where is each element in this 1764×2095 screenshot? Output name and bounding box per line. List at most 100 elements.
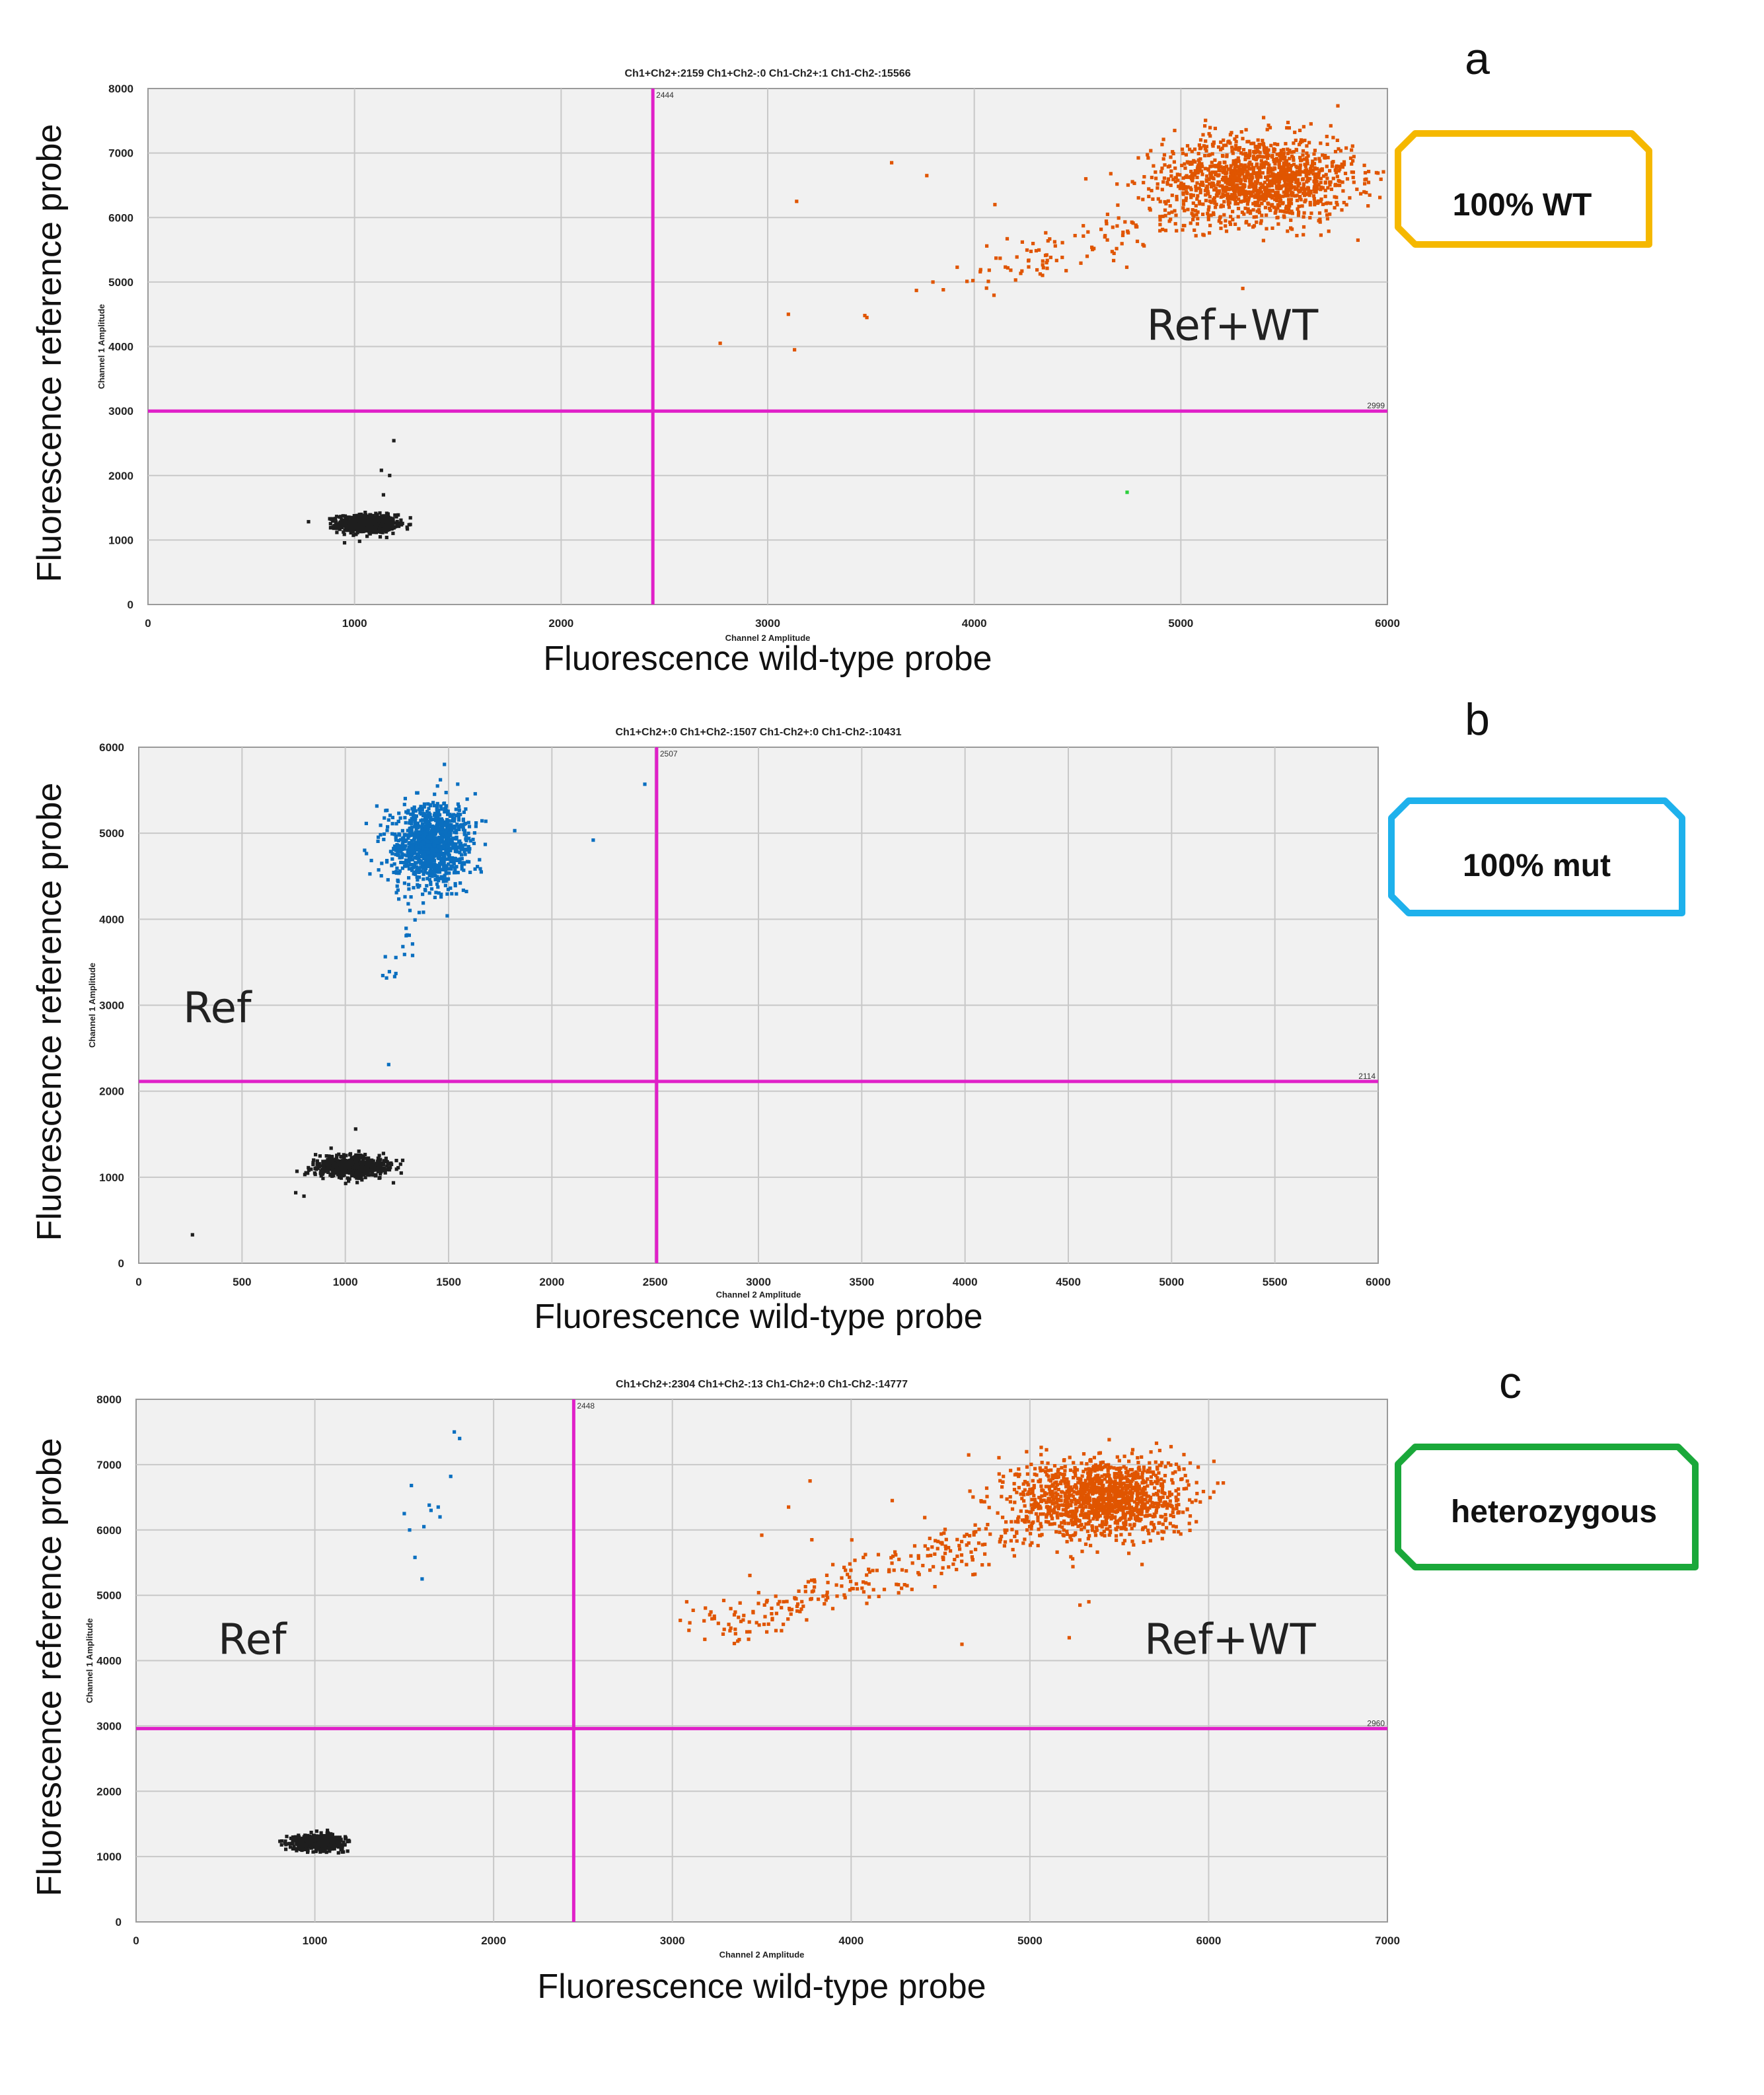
- droplet-ch1-ch2-: [395, 884, 399, 888]
- droplet-ch1-ch2-: [1217, 219, 1221, 223]
- droplet-ch1-ch2-: [1274, 209, 1278, 213]
- droplet-double-negative: [386, 1162, 390, 1166]
- droplet-double-negative: [348, 520, 351, 524]
- droplet-ch1-ch2-: [456, 846, 460, 850]
- droplet-ch1-ch2-: [1277, 186, 1281, 190]
- droplet-ch1-ch2-: [1233, 222, 1237, 226]
- droplet-double-negative: [342, 519, 346, 523]
- droplet-ch1-ch2-: [1161, 214, 1165, 219]
- x-tick-label: 2000: [548, 617, 573, 630]
- x-tick-label: 0: [133, 1934, 139, 1947]
- droplet-ch1-ch2-: [413, 832, 417, 836]
- droplet-ch1-ch2-: [436, 856, 440, 860]
- droplet-ch1-ch2-: [1259, 221, 1263, 225]
- droplet-double-negative: [363, 1175, 367, 1179]
- droplet-ch1-ch2-: [1231, 186, 1235, 190]
- droplet-ch1-ch2-: [1251, 184, 1255, 188]
- y-tick-label: 4000: [96, 1655, 122, 1668]
- droplet-ch1-ch2-: [1243, 177, 1247, 182]
- droplet-ch1-ch2-: [394, 891, 398, 895]
- droplet-ch1-ch2-: [1368, 193, 1372, 197]
- droplet-ch1-ch2-: [1004, 1520, 1008, 1524]
- droplet-ch1-ch2-: [452, 813, 456, 817]
- droplet-ch1-ch2-: [1175, 194, 1179, 199]
- droplet-ch1-ch2-: [449, 831, 453, 835]
- droplet-double-negative: [334, 1165, 338, 1169]
- droplet-double-negative: [315, 1163, 319, 1167]
- droplet-ch1-ch2-: [1247, 162, 1251, 166]
- droplet-ch1-ch2-: [1217, 168, 1221, 172]
- droplet-ch1-ch2-: [1225, 153, 1229, 157]
- droplet-ch1-ch2-: [1351, 170, 1355, 174]
- droplet-double-negative: [352, 514, 356, 518]
- droplet-ch1-ch2-: [1263, 151, 1268, 155]
- droplet-ch1-ch2-: [1330, 165, 1335, 168]
- droplet-ch1-ch2-: [395, 866, 399, 870]
- droplet-ch1-ch2-: [1090, 245, 1094, 249]
- droplet-double-negative: [340, 1155, 344, 1159]
- droplet-ch1-ch2-: [1104, 219, 1109, 223]
- droplet-ch1-ch2-: [1159, 170, 1163, 174]
- droplet-ch1-ch2-: [1244, 128, 1248, 131]
- droplet-ch1-ch2-: [398, 838, 402, 842]
- droplet-double-negative: [340, 525, 344, 530]
- droplet-ch1-ch2-: [429, 852, 433, 856]
- droplet-ch1-ch2-: [1203, 166, 1207, 170]
- droplet-ch1-ch2-: [439, 852, 443, 856]
- droplet-ch1-ch2-: [410, 942, 414, 946]
- droplet-double-negative: [190, 1233, 194, 1237]
- droplet-ch1-ch2-: [377, 835, 381, 839]
- droplet-ch1-ch2-: [1260, 213, 1264, 217]
- droplet-ch1-ch2-: [369, 858, 373, 863]
- droplet-ch1-ch2-: [408, 841, 412, 845]
- droplet-double-negative: [344, 1159, 348, 1163]
- droplet-double-negative: [295, 1836, 299, 1840]
- droplet-ch1-ch2-: [457, 812, 460, 816]
- droplet-ch1-ch2-: [1273, 198, 1277, 202]
- droplet-double-negative: [367, 529, 372, 533]
- droplet-ch1-ch2-: [1288, 188, 1292, 192]
- droplet-double-negative: [351, 519, 355, 523]
- droplet-ch1-ch2-: [1270, 184, 1274, 188]
- droplet-ch1-ch2-: [427, 878, 431, 882]
- droplet-ch1-ch2-: [1217, 189, 1221, 193]
- droplet-double-negative: [340, 1847, 344, 1851]
- droplet-ch1-ch2-: [1335, 200, 1339, 205]
- droplet-ch1-ch2-: [394, 955, 398, 959]
- droplet-ch1-ch2-: [1135, 1514, 1139, 1518]
- droplet-double-negative: [365, 1156, 369, 1160]
- droplet-ch1-ch2-: [1312, 185, 1317, 189]
- droplet-ch1-ch2-: [1260, 165, 1265, 169]
- droplet-ch1-ch2-: [1254, 193, 1258, 197]
- droplet-ch1-ch2-: [1256, 176, 1260, 180]
- droplet-ch1-ch2-: [447, 819, 451, 823]
- droplet-ch1-ch2-: [1231, 177, 1235, 182]
- droplet-double-negative: [351, 1163, 355, 1167]
- y-tick-label: 8000: [96, 1393, 122, 1406]
- droplet-ch1-ch2-: [441, 879, 445, 883]
- droplet-ch1-ch2-: [1206, 192, 1210, 196]
- droplet-ch1-ch2-: [1261, 183, 1265, 187]
- droplet-ch1-ch2-: [1309, 190, 1313, 194]
- droplet-double-negative: [353, 1160, 357, 1164]
- droplet-ch1-ch2-: [1319, 197, 1323, 202]
- droplet-double-negative: [347, 1163, 351, 1167]
- droplet-ch1-ch2-: [1020, 240, 1024, 244]
- droplet-ch1-ch2-: [429, 880, 433, 884]
- droplet-ch1-ch2-: [1199, 169, 1204, 173]
- droplet-ch1-ch2-: [1130, 1448, 1135, 1452]
- droplet-ch1-ch2-: [1231, 159, 1235, 163]
- droplet-ch1-ch2-: [425, 821, 429, 825]
- droplet-ch1-ch2-: [1198, 157, 1202, 161]
- droplet-ch1-ch2-: [1311, 172, 1315, 176]
- droplet-ch1-ch2-: [408, 821, 412, 825]
- droplet-ch1-ch2-: [1274, 184, 1278, 188]
- droplet-ch1-ch2-: [1309, 166, 1313, 170]
- droplet-ch1-ch2-: [1188, 147, 1192, 151]
- droplet-double-negative: [389, 519, 393, 523]
- droplet-ch1-ch2-: [411, 844, 415, 848]
- droplet-double-negative: [357, 539, 361, 543]
- droplet-ch1-ch2-: [1260, 202, 1264, 205]
- x-tick-label: 2000: [539, 1276, 564, 1288]
- droplet-ch1-ch2-: [1219, 140, 1223, 144]
